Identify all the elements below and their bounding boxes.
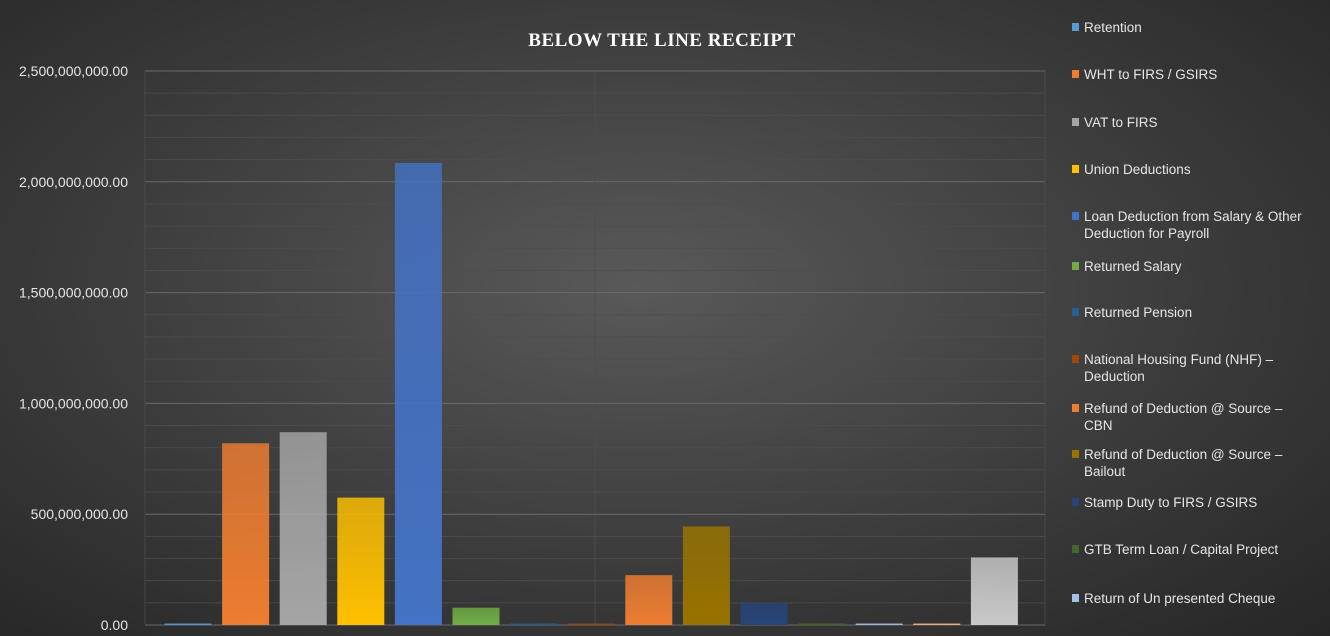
y-tick-label: 2,500,000,000.00 xyxy=(19,63,128,79)
legend-swatch xyxy=(1072,545,1079,553)
legend-item: Union Deductions xyxy=(1072,162,1191,177)
legend-label: Returned Pension xyxy=(1084,305,1192,320)
legend-item: GTB Term Loan / Capital Project xyxy=(1072,542,1278,557)
bar xyxy=(970,557,1018,625)
legend-label: Return of Un presented Cheque xyxy=(1084,591,1275,606)
y-tick-label: 1,500,000,000.00 xyxy=(19,285,128,301)
legend-swatch xyxy=(1072,23,1079,31)
legend-swatch xyxy=(1072,165,1079,173)
chart-title: BELOW THE LINE RECEIPT xyxy=(528,30,795,51)
legend-swatch xyxy=(1072,404,1079,412)
bar xyxy=(855,623,903,625)
bar xyxy=(567,623,615,625)
legend-swatch xyxy=(1072,118,1079,126)
legend-label: VAT to FIRS xyxy=(1084,115,1158,130)
legend: Retention WHT to FIRS / GSIRS VAT to FIRS U… xyxy=(1072,20,1302,606)
legend-label: Returned Salary xyxy=(1084,259,1182,274)
legend-swatch xyxy=(1072,262,1079,270)
y-axis: 0.00 500,000,000.00 1,000,000,000.00 1,500,… xyxy=(19,63,128,633)
bar xyxy=(913,623,961,625)
bar xyxy=(510,623,558,625)
legend-swatch xyxy=(1072,594,1079,602)
bar xyxy=(452,607,500,625)
bar xyxy=(625,575,673,625)
legend-swatch xyxy=(1072,355,1079,363)
bars xyxy=(164,162,1018,626)
legend-label: Stamp Duty to FIRS / GSIRS xyxy=(1084,495,1257,510)
legend-item: Refund of Deduction @ Source – Bailout xyxy=(1072,447,1283,479)
legend-label: Refund of Deduction @ Source – CBN xyxy=(1084,401,1283,433)
bar xyxy=(740,602,788,625)
y-tick-label: 1,000,000,000.00 xyxy=(19,395,128,411)
legend-label: WHT to FIRS / GSIRS xyxy=(1084,67,1217,82)
legend-item: VAT to FIRS xyxy=(1072,115,1158,130)
legend-swatch xyxy=(1072,498,1079,506)
legend-item: Loan Deduction from Salary & Other Deduct… xyxy=(1072,209,1302,241)
legend-item: Return of Un presented Cheque xyxy=(1072,591,1275,606)
legend-item: Refund of Deduction @ Source – CBN xyxy=(1072,401,1283,433)
y-tick-label: 0.00 xyxy=(101,617,128,633)
bar xyxy=(279,432,327,625)
legend-label: Loan Deduction from Salary & Other Deduct… xyxy=(1084,209,1302,241)
legend-swatch xyxy=(1072,308,1079,316)
y-tick-label: 2,000,000,000.00 xyxy=(19,174,128,190)
bar xyxy=(394,162,442,626)
legend-item: Stamp Duty to FIRS / GSIRS xyxy=(1072,495,1257,510)
y-tick-label: 500,000,000.00 xyxy=(31,506,129,522)
legend-swatch xyxy=(1072,70,1079,78)
legend-swatch xyxy=(1072,212,1079,220)
bar xyxy=(798,623,846,625)
legend-label: GTB Term Loan / Capital Project xyxy=(1084,542,1278,557)
legend-label: Union Deductions xyxy=(1084,162,1191,177)
legend-label: Refund of Deduction @ Source – Bailout xyxy=(1084,447,1283,479)
legend-item: National Housing Fund (NHF) – Deduction xyxy=(1072,352,1274,384)
bar xyxy=(222,443,270,625)
legend-swatch xyxy=(1072,450,1079,458)
bar xyxy=(682,526,730,625)
legend-label: National Housing Fund (NHF) – Deduction xyxy=(1084,352,1274,384)
bar xyxy=(164,623,212,625)
bar xyxy=(337,497,385,625)
legend-item: Returned Pension xyxy=(1072,305,1192,320)
legend-item: WHT to FIRS / GSIRS xyxy=(1072,67,1217,82)
legend-item: Returned Salary xyxy=(1072,259,1182,274)
legend-item: Retention xyxy=(1072,20,1142,35)
legend-label: Retention xyxy=(1084,20,1142,35)
